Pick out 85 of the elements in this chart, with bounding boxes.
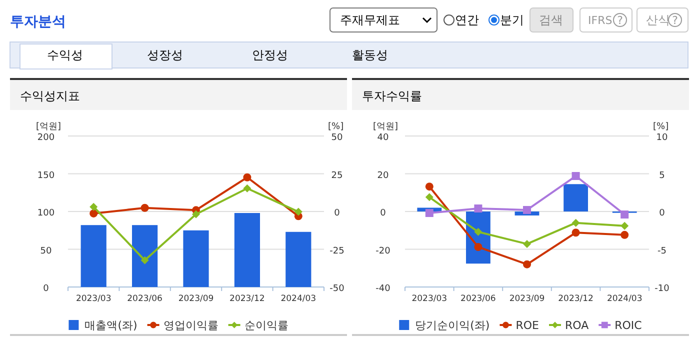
point: [294, 208, 302, 216]
y-tick-label: 20: [377, 170, 389, 181]
x-tick-label: 2024/03: [606, 294, 642, 304]
y2-tick-label: 0: [659, 208, 666, 218]
point: [425, 209, 434, 218]
y-axis-title: [억원]: [36, 122, 62, 132]
text: 연간: [455, 13, 479, 27]
bar: [132, 225, 158, 287]
x-tick-label: 2023/09: [509, 294, 545, 304]
point: [523, 206, 531, 214]
legend-label: 영업이익률: [163, 319, 218, 332]
point: [572, 218, 580, 227]
text: 주재무제표: [340, 13, 400, 27]
bar: [234, 213, 260, 287]
point: [90, 209, 98, 218]
point: [523, 240, 531, 248]
text: IFRS: [588, 14, 612, 27]
y-tick-label: 40: [377, 133, 389, 143]
y-tick-label: 100: [37, 208, 55, 218]
text: 안정성: [252, 48, 288, 62]
point: [140, 204, 149, 212]
x-tick-label: 2023/03: [76, 294, 112, 304]
chart-title: 수익성지표: [20, 89, 80, 103]
text: 투자분석: [10, 14, 66, 30]
legend-label: ROE: [516, 319, 540, 332]
x-tick-label: 2024/03: [280, 294, 316, 304]
point: [90, 202, 98, 211]
text: ?: [672, 14, 678, 27]
y2-tick-label: -5: [658, 246, 666, 256]
y2-axis-title: [%]: [328, 122, 344, 132]
text: 산식: [646, 13, 670, 27]
x-tick-label: 2023/06: [127, 294, 162, 304]
text: 분기: [500, 13, 524, 27]
legend-label: 순이익률: [244, 319, 288, 332]
point: [620, 210, 629, 219]
y2-tick-label: 50: [331, 133, 343, 143]
y2-tick-label: -50: [330, 284, 345, 294]
y-tick-label: 50: [40, 246, 52, 256]
x-tick-label: 2023/09: [178, 294, 214, 304]
point: [474, 242, 482, 251]
point: [572, 228, 580, 237]
y2-tick-label: -25: [330, 246, 344, 256]
text: 성장성: [147, 48, 183, 62]
bar: [564, 184, 588, 212]
y-tick-label: 150: [37, 170, 55, 181]
point: [620, 222, 629, 230]
point: [192, 210, 200, 218]
y-tick-label: 200: [37, 133, 55, 143]
x-tick-label: 2023/03: [412, 294, 448, 304]
y2-tick-label: -10: [654, 284, 670, 294]
legend-label: ROIC: [614, 319, 642, 332]
text: 활동성: [352, 48, 388, 62]
point: [572, 172, 580, 180]
legend-label: ROA: [564, 319, 590, 332]
x-tick-label: 2023/12: [558, 294, 594, 304]
bar: [286, 232, 312, 287]
chart-title: 투자수익률: [362, 89, 422, 103]
y2-axis-title: [%]: [653, 122, 669, 132]
x-tick-label: 2023/06: [460, 294, 496, 304]
bar: [183, 230, 209, 287]
point: [425, 193, 434, 202]
point: [620, 230, 629, 239]
y-tick-label: 0: [43, 284, 50, 294]
y-axis-title: [억원]: [373, 122, 398, 132]
y-tick-label: -40: [376, 284, 391, 294]
y-tick-label: 0: [380, 208, 386, 218]
point: [140, 256, 149, 264]
text: 수익성: [47, 48, 83, 62]
bar: [80, 225, 106, 287]
x-tick-label: 2023/12: [230, 294, 265, 304]
y2-tick-label: 0: [334, 208, 340, 218]
legend-label: 당기순이익(좌): [415, 319, 490, 332]
point: [474, 228, 482, 236]
point: [243, 184, 252, 192]
text: ?: [617, 14, 624, 27]
y2-tick-label: 5: [659, 170, 665, 181]
point: [243, 173, 252, 182]
y2-tick-label: 10: [656, 133, 668, 143]
legend-label: 매출액(좌): [84, 319, 138, 332]
point: [425, 182, 434, 191]
y2-tick-label: 25: [331, 170, 343, 181]
text: 검색: [539, 13, 563, 27]
point: [474, 204, 482, 212]
y-tick-label: -20: [376, 246, 391, 256]
point: [523, 260, 531, 268]
